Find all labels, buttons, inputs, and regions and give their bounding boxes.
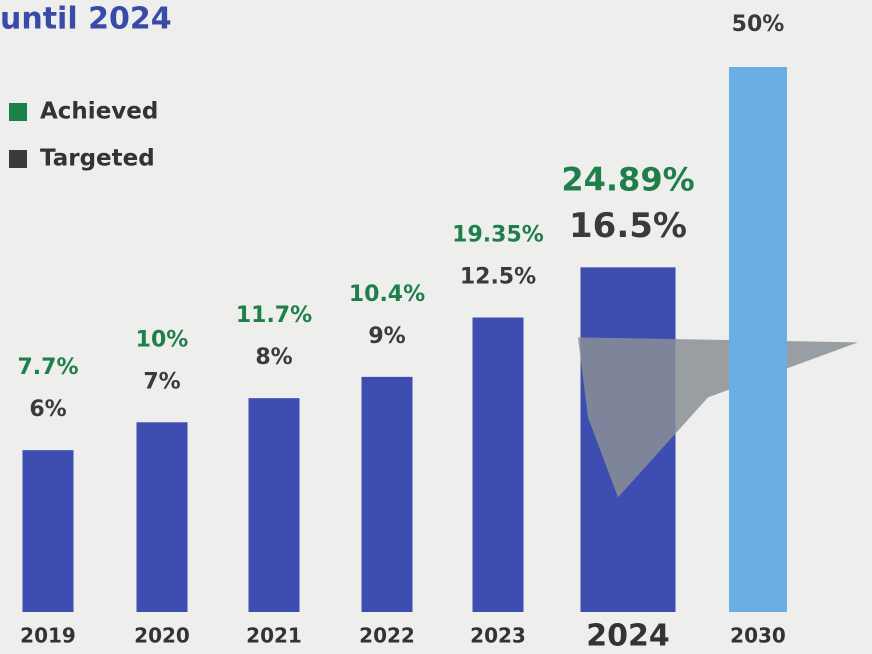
achieved-label: 10% [136, 327, 189, 352]
achieved-label: 10.4% [349, 282, 425, 307]
bar [22, 450, 74, 612]
x-tick-label: 2019 [20, 624, 76, 648]
achieved-label: 11.7% [236, 303, 312, 328]
target-label: 7% [143, 369, 180, 394]
target-label: 50% [732, 12, 785, 37]
x-tick-label: 2023 [470, 624, 526, 648]
bar [361, 376, 413, 612]
legend-label: Targeted [40, 146, 155, 172]
jet-illustration [578, 337, 858, 498]
target-label: 6% [29, 397, 66, 422]
achieved-label: 7.7% [17, 355, 78, 380]
x-tick-label: 2022 [359, 624, 415, 648]
bar [136, 422, 188, 612]
x-tick-label: 2020 [134, 624, 190, 648]
x-tick-label: 2024 [586, 619, 670, 654]
target-label: 9% [368, 324, 405, 349]
chart-title: until 2024 [0, 2, 172, 37]
bar [729, 67, 787, 612]
bar [472, 317, 524, 612]
target-label: 8% [255, 345, 292, 370]
x-tick-label: 2030 [730, 624, 786, 648]
x-tick-label: 2021 [246, 624, 302, 648]
achieved-label: 19.35% [452, 223, 544, 248]
achieved-label: 24.89% [561, 160, 694, 198]
target-label: 12.5% [460, 265, 536, 290]
legend-label: Achieved [40, 99, 158, 125]
legend-swatch [9, 150, 27, 168]
legend-swatch [9, 103, 27, 121]
target-label: 16.5% [569, 206, 687, 246]
bar [248, 398, 300, 612]
